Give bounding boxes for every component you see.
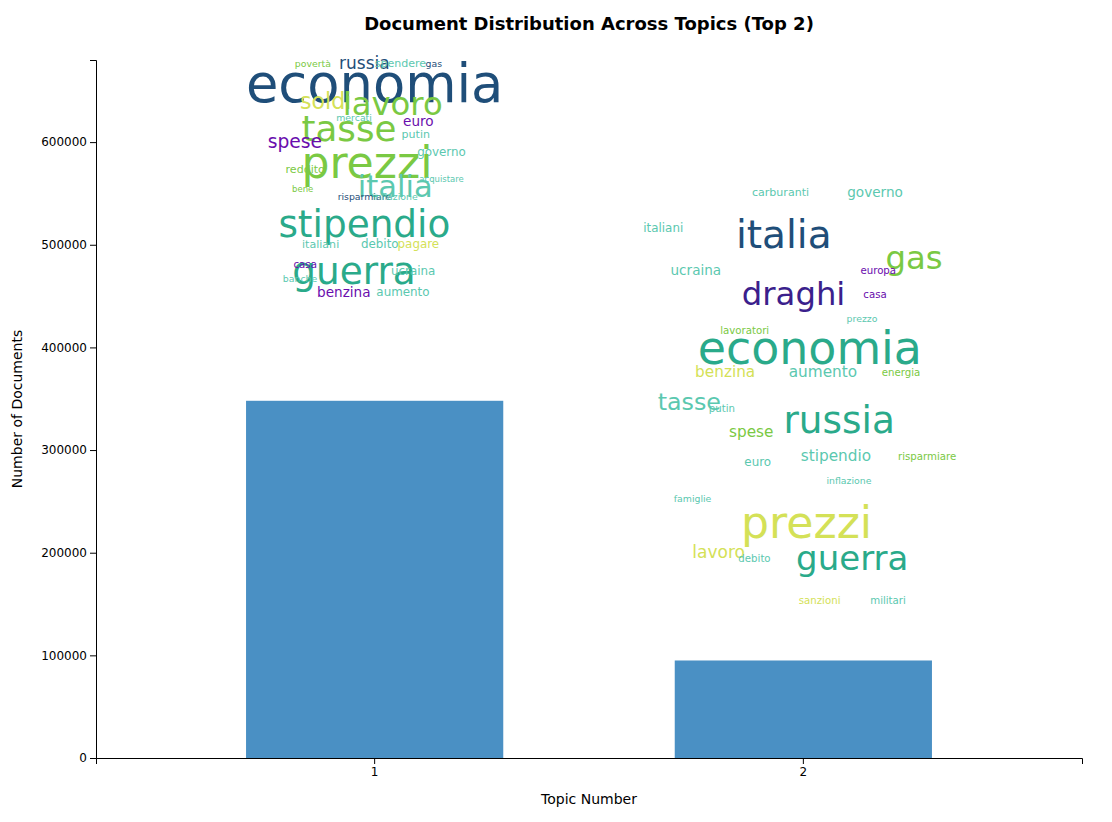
word: sanzioni	[799, 595, 841, 606]
word: spese	[729, 423, 773, 441]
y-tick-mark	[90, 450, 96, 451]
x-tick-mark	[803, 758, 804, 764]
y-tick: 100000	[41, 649, 96, 663]
word: casa	[863, 289, 886, 300]
word: spendere	[375, 57, 427, 70]
y-tick-mark	[90, 758, 96, 759]
word-clouds: economiarussiapovertàspenderegassoldilav…	[246, 53, 956, 606]
plot: 010000020000030000040000050000060000012e…	[41, 53, 1082, 778]
y-axis: 0 100000 200000 300000 400000 500000 600000	[41, 61, 96, 766]
word: povertà	[295, 58, 331, 69]
y-tick: 600000	[41, 135, 96, 149]
word: europa	[860, 265, 896, 276]
x-tick: 1	[371, 758, 379, 779]
y-tick: 200000	[41, 546, 96, 560]
word: inflazione	[826, 475, 871, 486]
y-tick: 0	[79, 751, 96, 765]
word: lavoro	[692, 542, 745, 562]
word: risparmiare	[898, 451, 956, 462]
word: italiani	[643, 221, 683, 235]
y-axis-line	[90, 61, 97, 759]
y-tick-label: 200000	[41, 546, 87, 560]
y-tick-mark	[90, 655, 96, 656]
word: inflazione	[373, 191, 418, 202]
y-tick: 400000	[41, 341, 96, 355]
y-axis-title: Number of Documents	[9, 330, 25, 488]
y-tick-mark	[90, 245, 96, 246]
word: banche	[283, 273, 318, 284]
bars	[246, 401, 932, 758]
word: guerra	[796, 538, 908, 578]
x-tick-label: 1	[371, 765, 379, 779]
word: reddito	[286, 163, 326, 176]
y-tick-label: 0	[79, 751, 87, 765]
word: famiglie	[674, 493, 712, 504]
chart: 010000020000030000040000050000060000012e…	[0, 0, 1112, 822]
word: carburanti	[752, 186, 809, 199]
word: putin	[709, 403, 735, 414]
y-tick-label: 600000	[41, 135, 87, 149]
x-axis-line	[97, 759, 1083, 765]
word: governo	[847, 184, 903, 200]
word: energia	[882, 367, 921, 378]
y-tick-label: 100000	[41, 649, 87, 663]
x-axis: 12	[97, 758, 1083, 779]
y-tick-mark	[90, 142, 96, 143]
word: casa	[294, 259, 317, 270]
word: militari	[870, 595, 906, 606]
word: debito	[738, 553, 770, 564]
y-tick-label: 300000	[41, 443, 87, 457]
bar	[675, 660, 932, 758]
y-tick: 500000	[41, 238, 96, 252]
word: benzina	[695, 363, 755, 381]
word: italia	[736, 212, 832, 257]
y-tick-label: 500000	[41, 238, 87, 252]
word: aumento	[789, 363, 857, 381]
y-tick-mark	[90, 553, 96, 554]
x-axis-title: Topic Number	[540, 791, 637, 807]
x-tick-mark	[374, 758, 375, 764]
word: draghi	[742, 275, 846, 313]
word: aumento	[376, 285, 429, 299]
word: bene	[292, 184, 313, 194]
word: gas	[426, 58, 443, 69]
word: benzina	[317, 284, 370, 300]
word: stipendio	[801, 447, 871, 465]
title: Document Distribution Across Topics (Top…	[364, 13, 814, 34]
word: euro	[403, 113, 434, 129]
word: ucraina	[391, 264, 435, 278]
bar	[246, 401, 503, 758]
y-tick-mark	[90, 347, 96, 348]
word: euro	[744, 455, 771, 469]
y-tick-label: 400000	[41, 341, 87, 355]
x-tick: 2	[800, 758, 808, 779]
word: ucraina	[670, 262, 721, 278]
y-tick: 300000	[41, 443, 96, 457]
word: russia	[784, 398, 895, 442]
x-tick-label: 2	[800, 765, 808, 779]
